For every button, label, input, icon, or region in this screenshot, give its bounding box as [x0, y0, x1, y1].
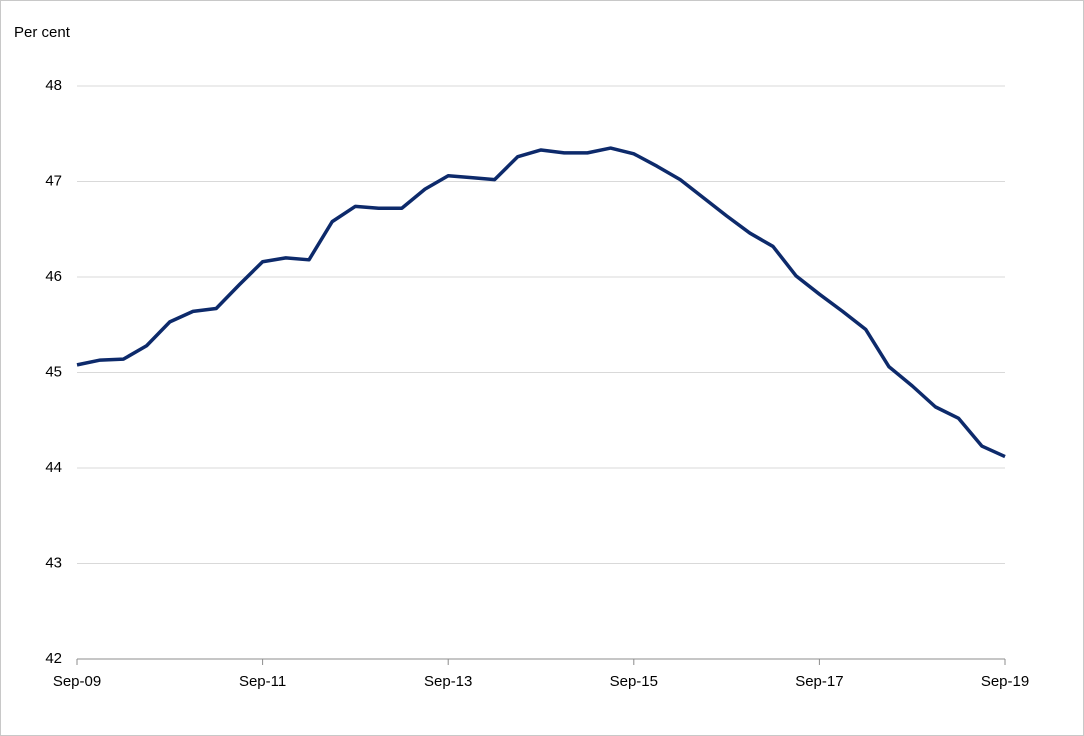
x-tick-label: Sep-13 — [424, 673, 472, 690]
y-tick-label: 42 — [45, 650, 62, 667]
y-tick-label: 45 — [45, 363, 62, 380]
x-tick-label: Sep-15 — [610, 673, 658, 690]
y-tick-label: 47 — [45, 172, 62, 189]
x-tick-label: Sep-19 — [981, 673, 1029, 690]
y-tick-label: 46 — [45, 268, 62, 285]
y-tick-label: 48 — [45, 77, 62, 94]
y-tick-label: 44 — [45, 459, 62, 476]
x-tick-label: Sep-09 — [53, 673, 101, 690]
x-tick-label: Sep-11 — [239, 673, 286, 690]
data-line — [76, 146, 1006, 459]
x-tick-label: Sep-17 — [795, 673, 843, 690]
y-tick-label: 43 — [45, 554, 62, 571]
y-axis-label: Per cent — [14, 24, 71, 41]
